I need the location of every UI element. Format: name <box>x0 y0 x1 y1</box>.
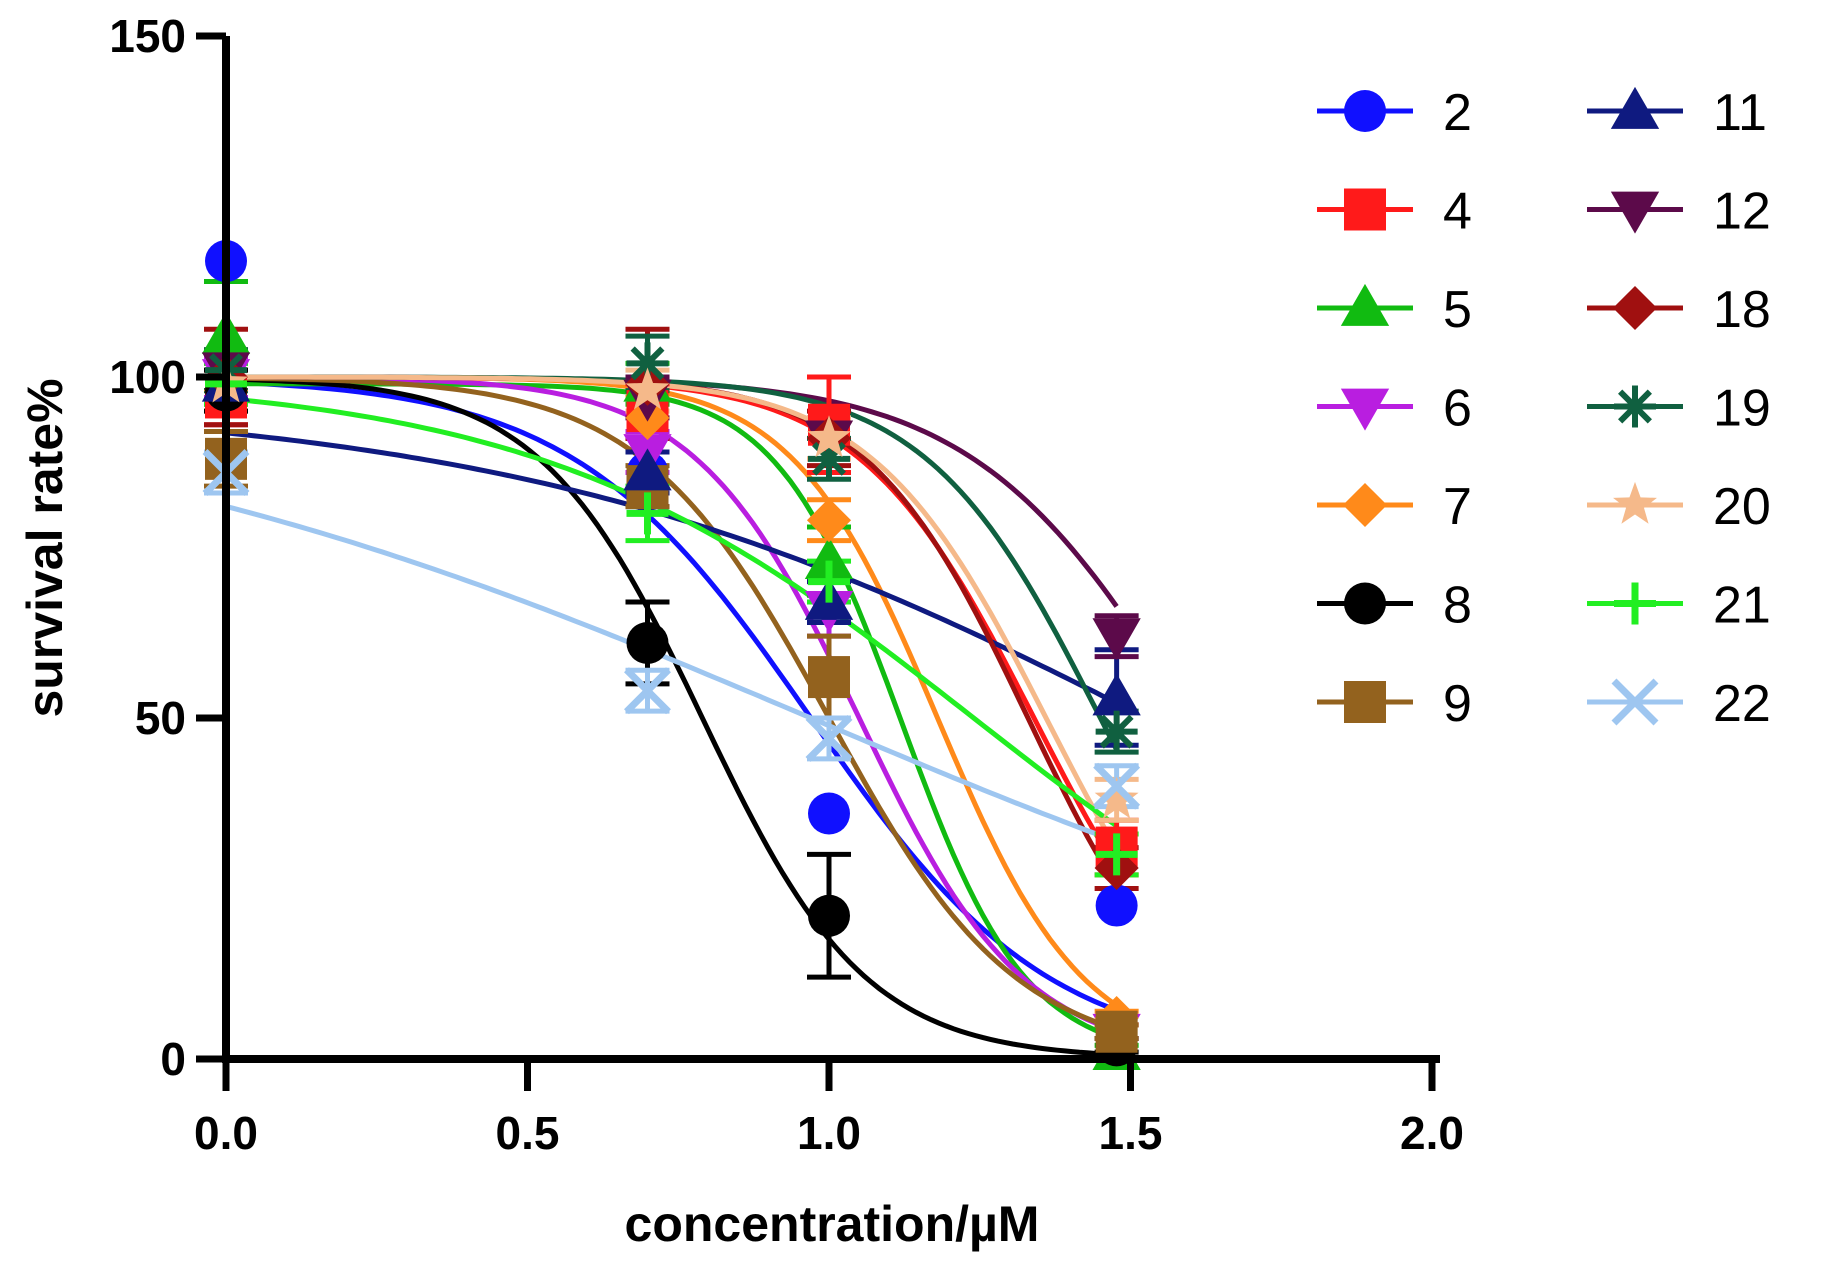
tick-marks: 0.0 0.5 1.0 1.5 2.0 0 50 100 150 <box>109 10 1464 1159</box>
legend-label: 11 <box>1713 84 1767 142</box>
legend-label: 12 <box>1713 183 1771 241</box>
legend-label: 19 <box>1713 380 1771 438</box>
data-point-19 <box>626 342 669 385</box>
legend-label: 8 <box>1443 577 1472 635</box>
data-point-19 <box>808 437 850 480</box>
legend-marker <box>1340 283 1390 326</box>
legend-label: 20 <box>1713 478 1771 536</box>
legend-item-6: 6 <box>1317 380 1472 438</box>
legend-label: 7 <box>1443 478 1472 536</box>
data-point-11 <box>623 448 672 491</box>
legend-item-12: 12 <box>1587 183 1771 241</box>
y-tick-label: 100 <box>109 351 186 403</box>
y-tick-label: 50 <box>135 692 186 744</box>
legend-item-5: 5 <box>1317 281 1472 339</box>
legend-label: 9 <box>1443 675 1472 733</box>
legend-item-2: 2 <box>1317 84 1472 142</box>
legend-item-7: 7 <box>1317 478 1472 536</box>
data-point-12 <box>1092 618 1141 661</box>
legend-item-4: 4 <box>1317 183 1472 241</box>
fit-curve-11 <box>225 430 1118 706</box>
fit-curve-9 <box>225 375 1118 1032</box>
x-tick-label: 0.0 <box>194 1107 258 1159</box>
y-tick-label: 150 <box>109 10 186 62</box>
x-tick-label: 1.5 <box>1099 1107 1163 1159</box>
x-tick-label: 0.5 <box>496 1107 560 1159</box>
fit-curve-22 <box>225 503 1118 844</box>
data-point-8 <box>808 894 850 937</box>
legend-marker <box>1344 582 1386 625</box>
legend-marker <box>1342 482 1388 528</box>
legend-marker <box>1340 388 1390 431</box>
fit-curve-12 <box>226 374 1119 608</box>
data-point-21 <box>626 492 669 535</box>
legend-label: 6 <box>1443 380 1472 438</box>
fit-curve-19 <box>226 374 1119 751</box>
data-point-19 <box>1095 710 1138 753</box>
legend-item-21: 21 <box>1587 577 1771 635</box>
y-axis-title: survival rate% <box>17 378 73 717</box>
legend: 2 4 5 6 7 8 9 11 12 18 19 20 21 22 <box>1317 84 1771 733</box>
legend-label: 21 <box>1713 577 1771 635</box>
data-point-8 <box>626 621 669 664</box>
fit-curves <box>225 374 1119 1058</box>
legend-marker <box>1614 385 1656 428</box>
data-point-11 <box>1092 673 1141 716</box>
legend-label: 22 <box>1713 675 1771 733</box>
data-point-20 <box>625 367 670 410</box>
y-tick-label: 0 <box>160 1033 186 1085</box>
data-point-2 <box>1095 884 1138 927</box>
legend-item-22: 22 <box>1587 675 1771 733</box>
legend-label: 18 <box>1713 281 1771 339</box>
legend-marker <box>1610 86 1660 129</box>
legend-marker <box>1614 582 1656 625</box>
legend-label: 2 <box>1443 84 1472 142</box>
legend-label: 4 <box>1443 183 1472 241</box>
data-point-9 <box>808 656 850 699</box>
fit-curve-18 <box>226 374 1119 888</box>
legend-marker <box>1344 681 1386 723</box>
data-point-9 <box>1095 1010 1138 1053</box>
x-tick-label: 2.0 <box>1400 1107 1464 1159</box>
legend-marker <box>1612 285 1658 331</box>
data-point-5 <box>804 536 854 579</box>
legend-label: 5 <box>1443 281 1472 339</box>
data-point-21 <box>808 560 850 603</box>
fit-curve-6 <box>226 374 1118 1034</box>
legend-marker <box>1344 188 1386 231</box>
legend-item-11: 11 <box>1587 84 1767 142</box>
legend-marker <box>1611 678 1659 726</box>
x-tick-label: 1.0 <box>797 1107 861 1159</box>
legend-marker <box>1610 191 1660 234</box>
legend-item-9: 9 <box>1317 675 1472 733</box>
fit-curve-8 <box>225 376 1117 1058</box>
legend-marker <box>1613 481 1657 524</box>
legend-item-18: 18 <box>1587 281 1771 339</box>
legend-item-20: 20 <box>1587 478 1771 536</box>
data-point-7 <box>806 498 852 543</box>
data-point-22 <box>1093 762 1141 810</box>
legend-marker <box>1344 90 1386 132</box>
data-point-20 <box>807 415 851 458</box>
data-point-2 <box>808 792 850 835</box>
data-point-20 <box>1094 776 1139 819</box>
data-point-22 <box>624 667 671 715</box>
fit-curve-21 <box>225 396 1119 828</box>
data-point-22 <box>805 714 853 762</box>
data-point-21 <box>1095 833 1138 876</box>
legend-item-8: 8 <box>1317 577 1472 635</box>
x-axis-title: concentration/µM <box>625 1196 1040 1252</box>
legend-item-19: 19 <box>1587 380 1771 438</box>
fit-curve-20 <box>226 374 1119 851</box>
